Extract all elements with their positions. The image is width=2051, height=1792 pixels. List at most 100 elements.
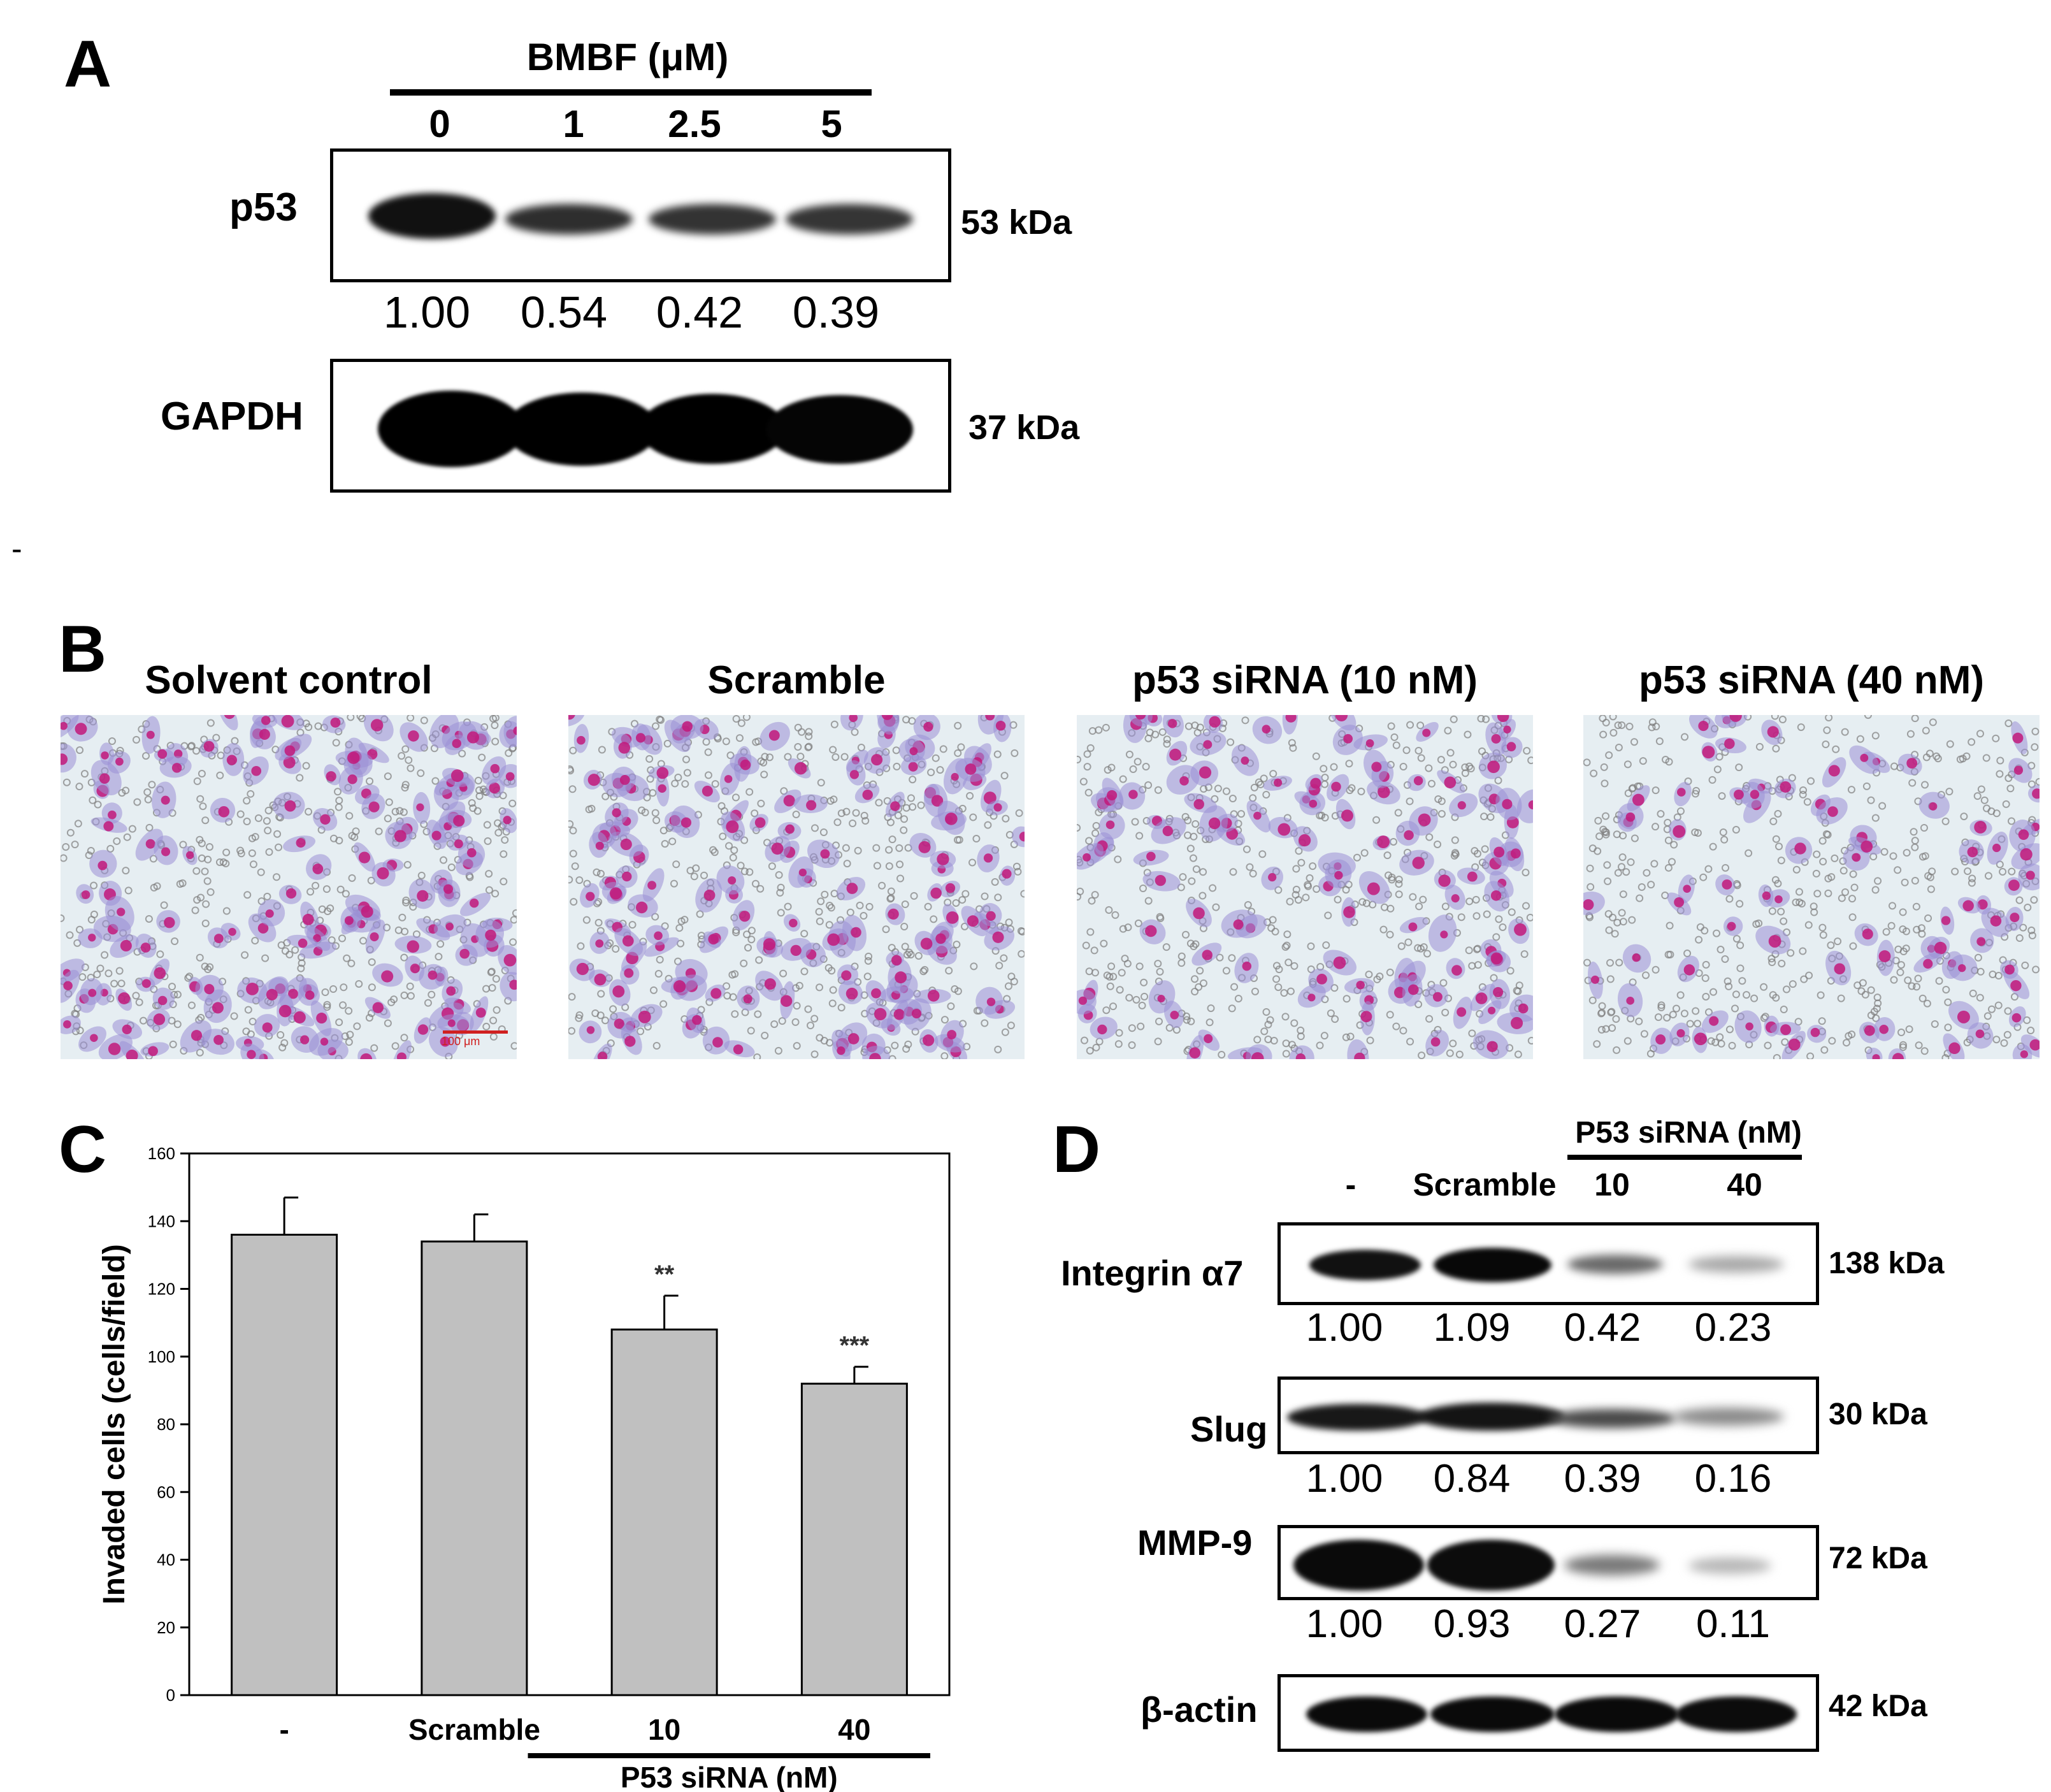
membrane-pore <box>864 957 872 965</box>
blot-protein-label: Integrin α7 <box>1061 1253 1244 1293</box>
membrane-pore <box>1652 786 1660 795</box>
membrane-pore <box>1395 890 1403 899</box>
membrane-pore <box>930 915 938 923</box>
membrane-pore <box>407 992 415 1000</box>
cell-nucleus <box>1493 846 1505 858</box>
membrane-pore <box>1077 823 1081 832</box>
membrane-pore <box>817 779 825 787</box>
membrane-pore <box>94 800 102 809</box>
cell-nucleus <box>1253 811 1262 820</box>
cell-nucleus <box>296 838 306 848</box>
membrane-pore <box>1731 1004 1739 1013</box>
membrane-pore <box>1618 853 1627 862</box>
cell-nucleus <box>1879 1024 1889 1034</box>
membrane-pore <box>510 1042 517 1050</box>
membrane-pore <box>1255 778 1263 786</box>
membrane-pore <box>1297 1026 1305 1034</box>
cell-nucleus <box>1503 725 1511 733</box>
cell-nucleus <box>1277 823 1291 836</box>
membrane-pore <box>1911 837 1919 845</box>
membrane-pore <box>793 1002 801 1010</box>
membrane-pore <box>1251 987 1259 995</box>
membrane-pore <box>1692 1007 1700 1015</box>
membrane-pore <box>1322 941 1330 950</box>
cell-nucleus <box>1934 941 1947 955</box>
cell-nucleus <box>368 801 380 813</box>
membrane-pore <box>805 728 813 736</box>
membrane-pore <box>1932 752 1941 760</box>
significance-marker: ** <box>654 1261 675 1289</box>
membrane-pore <box>1415 902 1423 911</box>
quant-value: 0.42 <box>1564 1306 1641 1350</box>
membrane-pore <box>1593 1040 1601 1048</box>
membrane-pore <box>1272 975 1281 983</box>
blot-band <box>1555 1696 1679 1732</box>
membrane-pore <box>335 803 343 811</box>
membrane-pore <box>403 860 412 869</box>
membrane-pore <box>1752 920 1760 929</box>
membrane-pore <box>1906 730 1915 738</box>
cell-nucleus <box>141 979 151 988</box>
membrane-pore <box>191 906 199 914</box>
membrane-pore <box>458 749 466 758</box>
membrane-pore <box>1635 1017 1643 1025</box>
membrane-pore <box>1664 863 1673 872</box>
membrane-pore <box>407 715 415 722</box>
membrane-pore <box>1666 950 1674 958</box>
cell-nucleus <box>173 749 183 758</box>
membrane-pore <box>1227 738 1235 746</box>
membrane-pore <box>62 778 71 786</box>
membrane-pore <box>1987 1005 1996 1013</box>
membrane-pore <box>1425 764 1433 772</box>
membrane-pore <box>436 940 445 948</box>
membrane-pore <box>243 818 251 826</box>
membrane-pore <box>1841 728 1849 736</box>
cell-nucleus <box>257 923 269 934</box>
membrane-pore <box>1823 726 1831 734</box>
membrane-pore <box>1163 740 1171 748</box>
membrane-pore <box>831 753 840 761</box>
membrane-pore <box>747 936 756 944</box>
cell-nucleus <box>806 800 817 811</box>
cell-nucleus <box>1204 1034 1213 1043</box>
membrane-pore <box>104 969 113 978</box>
membrane-pore <box>93 971 101 979</box>
cell-nucleus <box>1251 1052 1264 1059</box>
membrane-pore <box>900 815 909 823</box>
membrane-pore <box>757 799 765 807</box>
membrane-pore <box>888 835 896 844</box>
membrane-pore <box>305 807 313 816</box>
membrane-pore <box>2007 817 2015 825</box>
membrane-pore <box>700 871 709 879</box>
blot-band <box>1418 1403 1564 1431</box>
membrane-pore <box>2015 934 2024 943</box>
membrane-pore <box>837 809 846 818</box>
membrane-pore <box>398 913 407 921</box>
membrane-pore <box>994 893 1002 902</box>
membrane-pore <box>663 739 672 748</box>
membrane-pore <box>206 963 214 971</box>
membrane-pore <box>1842 1039 1850 1047</box>
membrane-pore <box>819 828 828 836</box>
membrane-pore <box>569 746 577 755</box>
membrane-pore <box>1230 983 1239 991</box>
membrane-pore <box>1014 867 1022 876</box>
membrane-pore <box>417 871 426 879</box>
membrane-pore <box>1946 740 1954 748</box>
membrane-pore <box>1897 961 1905 969</box>
membrane-pore <box>1599 825 1608 834</box>
membrane-pore <box>1918 994 1927 1002</box>
membrane-pore <box>1286 897 1294 906</box>
membrane-pore <box>1655 737 1664 746</box>
quant-value: 0.39 <box>792 287 880 337</box>
cell-nucleus <box>2020 848 2033 861</box>
membrane-pore <box>852 809 860 817</box>
membrane-pore <box>1989 970 1997 978</box>
membrane-pore <box>1602 718 1610 726</box>
membrane-pore <box>1772 744 1780 753</box>
membrane-pore <box>901 900 909 909</box>
membrane-pore <box>318 905 326 913</box>
cell-nucleus <box>890 801 900 811</box>
membrane-pore <box>1285 958 1293 967</box>
membrane-pore <box>719 832 727 841</box>
